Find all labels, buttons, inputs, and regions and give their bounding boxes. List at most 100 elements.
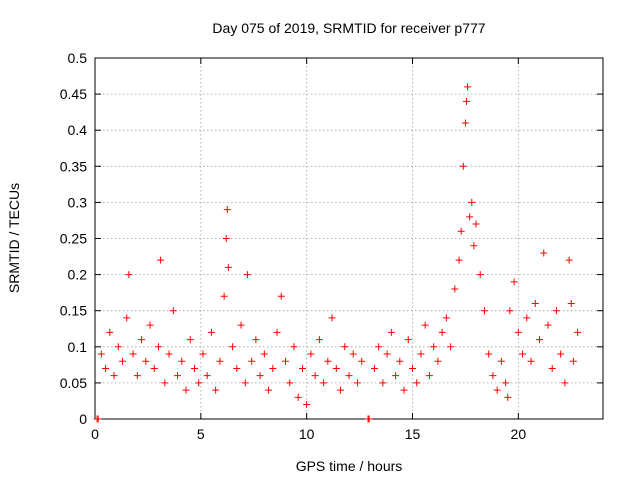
y-tick-label: 0.35 xyxy=(60,158,87,174)
data-point xyxy=(561,379,569,387)
data-point xyxy=(186,336,194,344)
data-point xyxy=(273,328,281,336)
data-point xyxy=(123,314,131,322)
y-tick-label: 0.1 xyxy=(68,339,88,355)
data-point xyxy=(324,357,332,365)
y-tick-label: 0.5 xyxy=(68,50,88,66)
data-point xyxy=(396,357,404,365)
y-tick-label: 0.25 xyxy=(60,231,87,247)
data-point xyxy=(523,314,531,322)
data-point xyxy=(459,162,467,170)
data-point xyxy=(199,350,207,358)
data-point xyxy=(337,386,345,394)
data-point xyxy=(493,386,501,394)
data-point xyxy=(224,263,232,271)
data-point xyxy=(133,372,141,380)
data-point xyxy=(536,336,543,344)
data-point xyxy=(94,415,102,423)
data-point xyxy=(466,213,474,221)
data-point xyxy=(464,83,472,91)
data-point xyxy=(567,299,575,307)
y-tick-label: 0.2 xyxy=(68,267,88,283)
data-point xyxy=(269,364,277,372)
data-point xyxy=(358,357,366,365)
data-point xyxy=(157,256,165,264)
data-point xyxy=(400,386,408,394)
data-point xyxy=(277,292,285,300)
data-point xyxy=(190,364,198,372)
data-point xyxy=(223,206,231,214)
axis-ticks: 0 0.05 0.1 0.15 0.2 0.25 0.3 0.35 0.4 0.45 0.5 0 5 10… xyxy=(60,50,603,442)
y-tick-label: 0.45 xyxy=(60,86,87,102)
data-point xyxy=(387,328,395,336)
data-point xyxy=(248,357,256,365)
data-point xyxy=(502,379,510,387)
data-point xyxy=(146,321,154,329)
data-point xyxy=(404,336,412,344)
data-point xyxy=(349,350,357,358)
data-point xyxy=(413,379,421,387)
x-axis-label: GPS time / hours xyxy=(296,458,403,474)
data-point xyxy=(290,343,298,351)
data-point xyxy=(311,372,319,380)
data-point xyxy=(265,386,273,394)
data-point xyxy=(243,271,251,279)
data-point xyxy=(409,364,416,372)
data-point xyxy=(161,379,169,387)
data-point xyxy=(307,350,315,358)
data-point xyxy=(119,357,127,365)
data-point xyxy=(574,328,582,336)
data-point xyxy=(425,372,433,380)
grid-lines xyxy=(95,58,603,419)
data-point xyxy=(519,350,527,358)
data-point xyxy=(531,299,539,307)
y-tick-label: 0.3 xyxy=(68,194,88,210)
data-point xyxy=(383,350,391,358)
data-point xyxy=(451,285,459,293)
data-point xyxy=(195,379,203,387)
data-point xyxy=(138,336,146,344)
data-point xyxy=(569,357,577,365)
x-tick-label: 20 xyxy=(511,426,527,442)
data-point xyxy=(442,314,450,322)
data-point xyxy=(565,256,573,264)
x-tick-label: 10 xyxy=(299,426,315,442)
data-point xyxy=(365,415,373,423)
y-tick-label: 0 xyxy=(79,411,87,427)
data-point xyxy=(216,357,224,365)
data-point xyxy=(375,343,383,351)
data-point xyxy=(510,278,518,286)
data-point xyxy=(461,119,469,127)
x-tick-label: 15 xyxy=(405,426,421,442)
data-point xyxy=(178,357,186,365)
data-point xyxy=(462,97,470,105)
data-point xyxy=(114,343,122,351)
data-point xyxy=(455,256,463,264)
data-point xyxy=(470,242,478,250)
data-point xyxy=(294,393,302,401)
data-point xyxy=(379,379,387,387)
data-point xyxy=(252,336,260,344)
data-point xyxy=(544,321,552,329)
data-point xyxy=(320,379,328,387)
data-point xyxy=(237,321,245,329)
chart-title: Day 075 of 2019, SRMTID for receiver p77… xyxy=(212,20,485,36)
data-point xyxy=(353,379,361,387)
data-point xyxy=(207,328,215,336)
data-points xyxy=(93,83,582,423)
data-point xyxy=(468,198,476,206)
data-point xyxy=(220,292,228,300)
data-point xyxy=(527,357,535,365)
data-point xyxy=(552,307,560,315)
data-point xyxy=(447,343,455,351)
data-point xyxy=(142,357,150,365)
data-point xyxy=(485,350,493,358)
y-tick-label: 0.15 xyxy=(60,303,87,319)
data-point xyxy=(256,372,264,380)
data-point xyxy=(169,307,177,315)
data-point xyxy=(430,343,438,351)
data-point xyxy=(212,386,220,394)
data-point xyxy=(222,235,230,242)
data-point xyxy=(182,386,190,394)
